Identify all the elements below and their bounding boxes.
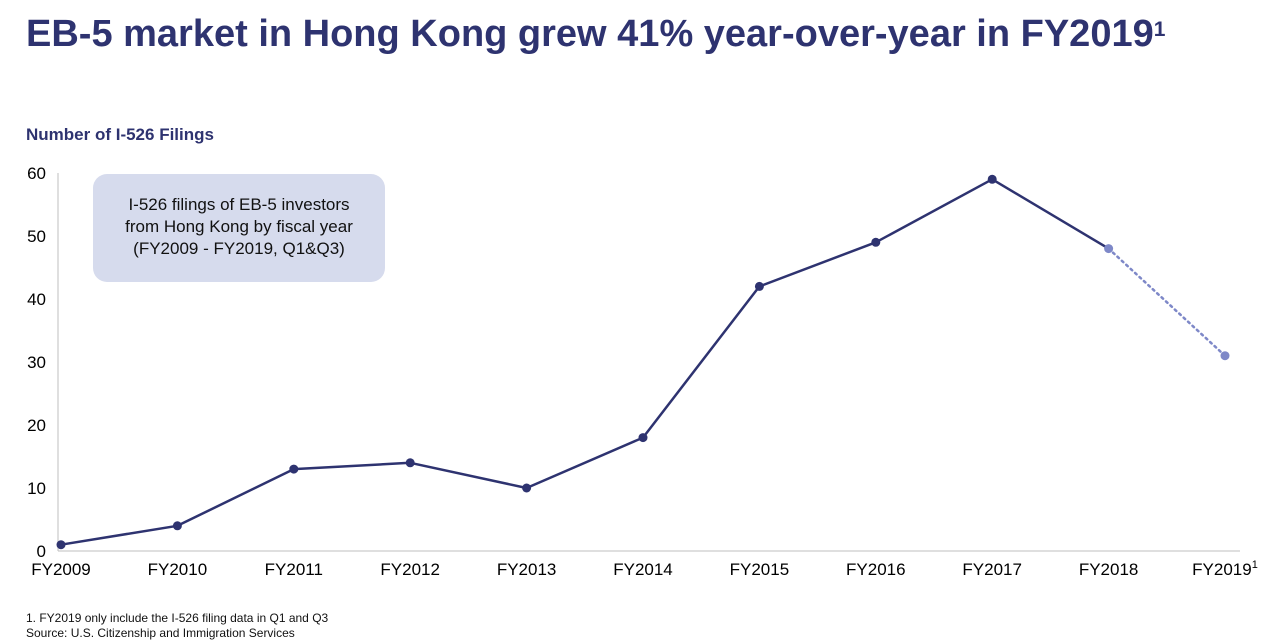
footnote-1: 1. FY2019 only include the I-526 filing … <box>26 611 329 625</box>
data-point <box>1220 351 1230 361</box>
data-point <box>172 521 182 531</box>
y-tick-label: 10 <box>27 479 46 498</box>
data-point <box>754 281 764 291</box>
source-note: Source: U.S. Citizenship and Immigration… <box>26 626 295 640</box>
callout-line-3: (FY2009 - FY2019, Q1&Q3) <box>133 239 345 258</box>
data-point <box>871 237 881 247</box>
callout-line-2: from Hong Kong by fiscal year <box>125 217 353 236</box>
chart-subtitle: Number of I-526 Filings <box>26 125 214 144</box>
x-tick-label: FY2017 <box>962 560 1022 579</box>
x-tick-label: FY2012 <box>380 560 440 579</box>
series-line-partial <box>1107 247 1227 357</box>
y-tick-label: 50 <box>27 227 46 246</box>
y-tick-label: 40 <box>27 290 46 309</box>
y-tick-label: 0 <box>37 542 46 561</box>
chart-callout-box: I-526 filings of EB-5 investors from Hon… <box>93 174 385 282</box>
data-point <box>522 483 532 493</box>
title-superscript: 1 <box>1153 18 1166 41</box>
data-point <box>405 458 415 468</box>
x-tick-label: FY20191 <box>1192 559 1258 579</box>
data-point <box>638 433 648 443</box>
data-point <box>289 464 299 474</box>
x-tick-label: FY2018 <box>1079 560 1139 579</box>
x-tick-label: FY2011 <box>265 560 323 579</box>
series-line <box>60 178 1110 546</box>
page-title: EB-5 market in Hong Kong grew 41% year-o… <box>26 8 1256 60</box>
y-tick-label: 30 <box>27 353 46 372</box>
x-tick-label: FY2014 <box>613 560 673 579</box>
data-point <box>56 540 66 550</box>
data-point <box>1104 244 1114 254</box>
x-tick-label: FY2009 <box>31 560 91 579</box>
y-tick-label: 20 <box>27 416 46 435</box>
x-tick-label: FY2016 <box>846 560 906 579</box>
x-tick-label: FY2015 <box>730 560 790 579</box>
footnotes: 1. FY2019 only include the I-526 filing … <box>26 611 328 641</box>
data-point <box>987 174 997 184</box>
x-tick-label: FY2010 <box>148 560 208 579</box>
x-tick-label: FY2013 <box>497 560 557 579</box>
y-tick-label: 60 <box>27 164 46 183</box>
callout-line-1: I-526 filings of EB-5 investors <box>128 195 350 214</box>
title-text: EB-5 market in Hong Kong grew 41% year-o… <box>26 13 1154 55</box>
